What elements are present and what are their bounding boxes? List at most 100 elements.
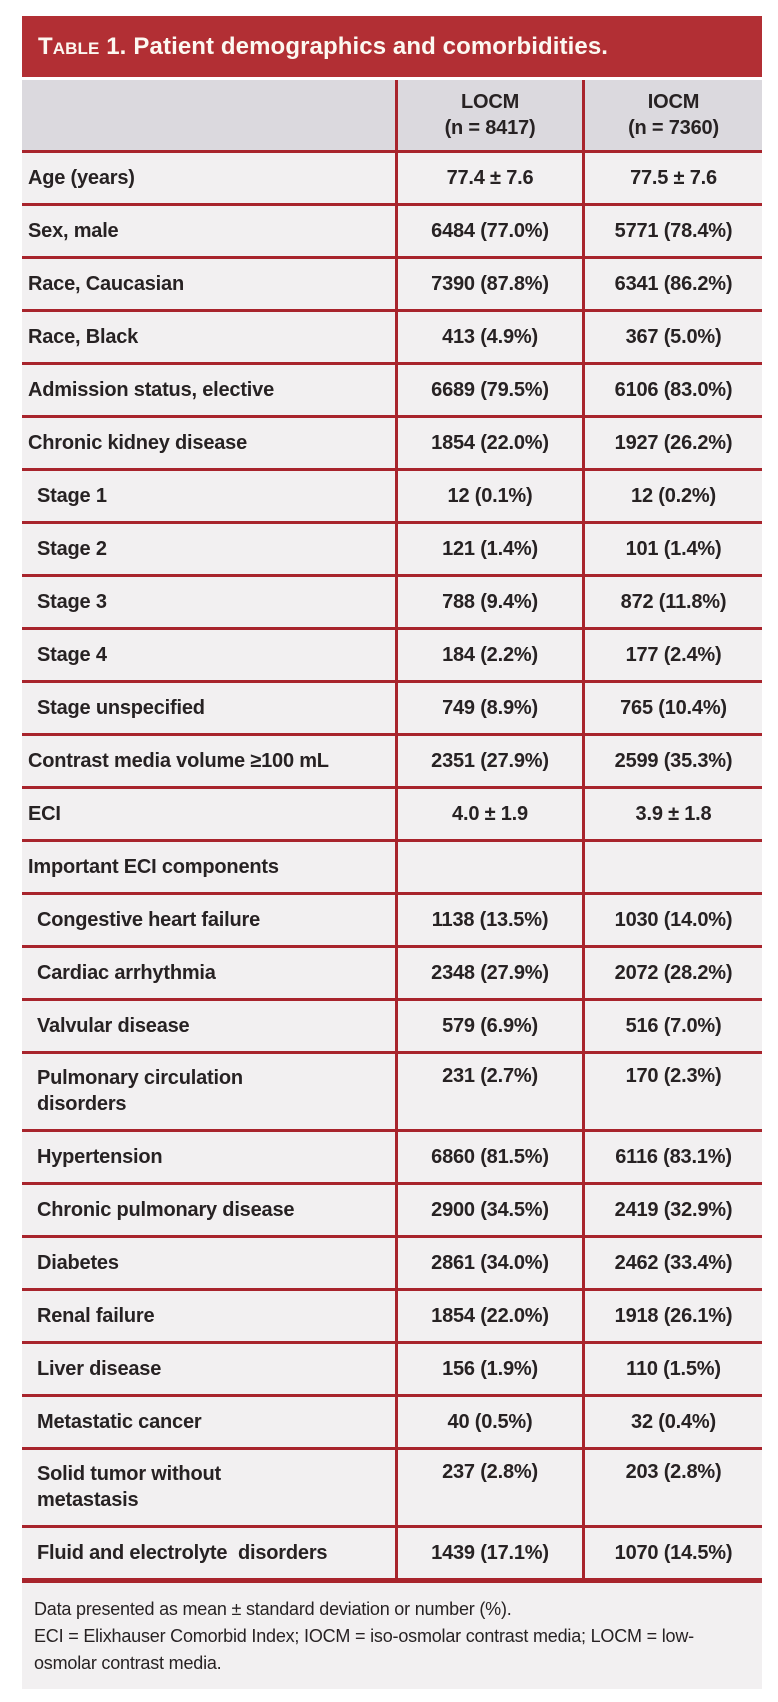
locm-value: 1138 (13.5%): [395, 895, 582, 945]
header-iocm: IOCM (n = 7360): [582, 80, 762, 150]
locm-value: [395, 842, 582, 892]
row-label: Valvular disease: [37, 1015, 190, 1037]
row-label: Cardiac arrhythmia: [37, 962, 216, 984]
locm-value: 4.0 ± 1.9: [395, 789, 582, 839]
footnote-abbreviations: ECI = Elixhauser Comorbid Index; IOCM = …: [34, 1626, 694, 1673]
table-row: Liver disease 156 (1.9%) 110 (1.5%): [22, 1341, 762, 1394]
locm-value: 413 (4.9%): [395, 312, 582, 362]
iocm-value: 1030 (14.0%): [582, 895, 762, 945]
row-label: Solid tumor without metastasis: [37, 1463, 221, 1511]
iocm-value: 2072 (28.2%): [582, 948, 762, 998]
row-label: Liver disease: [37, 1358, 162, 1380]
footnote-data-presentation: Data presented as mean ± standard deviat…: [34, 1599, 512, 1619]
table-row: Fluid and electrolyte disorders 1439 (17.…: [22, 1525, 762, 1578]
locm-value: 1854 (22.0%): [395, 1291, 582, 1341]
table-row: Stage 3 788 (9.4%) 872 (11.8%): [22, 574, 762, 627]
row-label: ECI: [28, 803, 61, 825]
table-row: Renal failure 1854 (22.0%) 1918 (26.1%): [22, 1288, 762, 1341]
iocm-value: 6106 (83.0%): [582, 365, 762, 415]
iocm-value: 1918 (26.1%): [582, 1291, 762, 1341]
table-figure: Table 1. Patient demographics and comorb…: [22, 16, 762, 1689]
iocm-value: 2462 (33.4%): [582, 1238, 762, 1288]
row-label: Admission status, elective: [28, 379, 275, 401]
locm-value: 156 (1.9%): [395, 1344, 582, 1394]
header-iocm-name: IOCM: [647, 91, 700, 113]
table-row: Sex, male 6484 (77.0%) 5771 (78.4%): [22, 203, 762, 256]
iocm-value: 6341 (86.2%): [582, 259, 762, 309]
table-row: Valvular disease 579 (6.9%) 516 (7.0%): [22, 998, 762, 1051]
row-label: Stage unspecified: [37, 697, 205, 719]
iocm-value: 1070 (14.5%): [582, 1528, 762, 1578]
table-row: Race, Black 413 (4.9%) 367 (5.0%): [22, 309, 762, 362]
title-divider: [22, 77, 762, 80]
iocm-value: 12 (0.2%): [582, 471, 762, 521]
table-row: Hypertension 6860 (81.5%) 6116 (83.1%): [22, 1129, 762, 1182]
table-number: Table 1.: [38, 32, 127, 60]
iocm-value: 516 (7.0%): [582, 1001, 762, 1051]
iocm-value: 5771 (78.4%): [582, 206, 762, 256]
iocm-value: 170 (2.3%): [582, 1054, 762, 1129]
locm-value: 184 (2.2%): [395, 630, 582, 680]
locm-value: 6484 (77.0%): [395, 206, 582, 256]
locm-value: 2351 (27.9%): [395, 736, 582, 786]
iocm-value: 367 (5.0%): [582, 312, 762, 362]
locm-value: 1854 (22.0%): [395, 418, 582, 468]
table-row: Important ECI components: [22, 839, 762, 892]
locm-value: 237 (2.8%): [395, 1450, 582, 1525]
row-label: Metastatic cancer: [37, 1411, 202, 1433]
iocm-value: 6116 (83.1%): [582, 1132, 762, 1182]
iocm-value: [582, 842, 762, 892]
table-row: Contrast media volume ≥100 mL 2351 (27.9%…: [22, 733, 762, 786]
iocm-value: 177 (2.4%): [582, 630, 762, 680]
header-iocm-n: (n = 7360): [628, 117, 719, 139]
header-empty-cell: [22, 80, 395, 150]
locm-value: 77.4 ± 7.6: [395, 153, 582, 203]
locm-value: 12 (0.1%): [395, 471, 582, 521]
row-label: Contrast media volume ≥100 mL: [28, 750, 329, 772]
locm-value: 788 (9.4%): [395, 577, 582, 627]
row-label: Stage 1: [37, 485, 107, 507]
locm-value: 231 (2.7%): [395, 1054, 582, 1129]
locm-value: 7390 (87.8%): [395, 259, 582, 309]
iocm-value: 32 (0.4%): [582, 1397, 762, 1447]
iocm-value: 3.9 ± 1.8: [582, 789, 762, 839]
iocm-value: 1927 (26.2%): [582, 418, 762, 468]
locm-value: 2348 (27.9%): [395, 948, 582, 998]
locm-value: 579 (6.9%): [395, 1001, 582, 1051]
row-label: Stage 2: [37, 538, 107, 560]
row-label: Sex, male: [28, 220, 119, 242]
row-label: Diabetes: [37, 1252, 119, 1274]
table-row: Pulmonary circulation disorders 231 (2.7%…: [22, 1051, 762, 1129]
table-footnotes: Data presented as mean ± standard deviat…: [22, 1583, 762, 1689]
header-locm: LOCM (n = 8417): [395, 80, 582, 150]
table-row: Admission status, elective 6689 (79.5%) 61…: [22, 362, 762, 415]
locm-value: 40 (0.5%): [395, 1397, 582, 1447]
table-header-row: LOCM (n = 8417) IOCM (n = 7360): [22, 80, 762, 150]
table-row: Chronic kidney disease 1854 (22.0%) 1927 (…: [22, 415, 762, 468]
row-label: Congestive heart failure: [37, 909, 261, 931]
table-row: Congestive heart failure 1138 (13.5%) 1030…: [22, 892, 762, 945]
row-label: Chronic kidney disease: [28, 432, 248, 454]
row-label: Race, Black: [28, 326, 139, 348]
table-row: Stage 4 184 (2.2%) 177 (2.4%): [22, 627, 762, 680]
locm-value: 6860 (81.5%): [395, 1132, 582, 1182]
row-label: Stage 4: [37, 644, 107, 666]
iocm-value: 872 (11.8%): [582, 577, 762, 627]
table-row: Metastatic cancer 40 (0.5%) 32 (0.4%): [22, 1394, 762, 1447]
table-row: Age (years) 77.4 ± 7.6 77.5 ± 7.6: [22, 150, 762, 203]
iocm-value: 110 (1.5%): [582, 1344, 762, 1394]
table-body: Age (years) 77.4 ± 7.6 77.5 ± 7.6 Sex, male…: [22, 150, 762, 1578]
table-row: Chronic pulmonary disease 2900 (34.5%) 241…: [22, 1182, 762, 1235]
iocm-value: 2419 (32.9%): [582, 1185, 762, 1235]
iocm-value: 2599 (35.3%): [582, 736, 762, 786]
iocm-value: 765 (10.4%): [582, 683, 762, 733]
locm-value: 749 (8.9%): [395, 683, 582, 733]
locm-value: 2861 (34.0%): [395, 1238, 582, 1288]
table-row: Stage unspecified 749 (8.9%) 765 (10.4%): [22, 680, 762, 733]
table-row: Cardiac arrhythmia 2348 (27.9%) 2072 (28.2…: [22, 945, 762, 998]
table-row: Diabetes 2861 (34.0%) 2462 (33.4%): [22, 1235, 762, 1288]
table-title: Patient demographics and comorbidities.: [133, 32, 609, 60]
table-row: Solid tumor without metastasis 237 (2.8%)…: [22, 1447, 762, 1525]
iocm-value: 77.5 ± 7.6: [582, 153, 762, 203]
table-row: Stage 1 12 (0.1%) 12 (0.2%): [22, 468, 762, 521]
